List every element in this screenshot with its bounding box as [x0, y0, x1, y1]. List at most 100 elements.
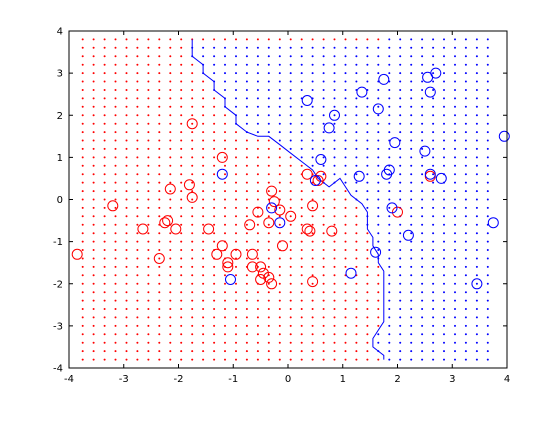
grid-dot	[180, 333, 183, 336]
grid-dot	[136, 72, 139, 75]
grid-dot	[333, 308, 336, 310]
grid-dot	[454, 282, 456, 285]
grid-dot	[169, 164, 172, 167]
grid-dot	[486, 215, 489, 218]
grid-dot	[399, 223, 402, 226]
grid-dot	[344, 265, 347, 268]
grid-dot	[410, 122, 413, 125]
grid-dot	[289, 206, 292, 209]
grid-dot	[388, 181, 391, 184]
grid-dot	[169, 316, 172, 319]
grid-dot	[235, 156, 237, 159]
grid-dot	[300, 190, 303, 193]
grid-dot	[169, 38, 172, 41]
grid-dot	[322, 156, 325, 159]
grid-dot	[125, 249, 128, 251]
grid-dot	[366, 282, 369, 285]
grid-dot	[421, 131, 424, 134]
grid-dot	[322, 89, 325, 91]
grid-dot	[322, 223, 325, 226]
data-points	[71, 67, 510, 290]
grid-dot	[322, 333, 325, 336]
grid-dot	[92, 72, 95, 75]
grid-dot	[213, 206, 216, 209]
grid-dot	[355, 240, 358, 243]
grid-dot	[464, 55, 467, 58]
grid-dot	[454, 274, 456, 277]
grid-dot	[103, 181, 106, 184]
grid-dot	[410, 131, 413, 134]
grid-dot	[399, 55, 402, 58]
grid-dot	[92, 316, 95, 319]
grid-dot	[410, 63, 413, 66]
grid-dot	[355, 316, 358, 319]
grid-dot	[169, 72, 172, 75]
grid-dot	[289, 147, 292, 150]
grid-dot	[289, 333, 292, 336]
grid-dot	[432, 131, 435, 134]
blue-data-point	[419, 145, 431, 157]
grid-dot	[300, 215, 303, 218]
grid-dot	[377, 164, 380, 167]
grid-dot	[355, 232, 358, 235]
y-tick-label: -3	[53, 321, 63, 332]
grid-dot	[114, 265, 117, 268]
grid-dot	[311, 308, 314, 310]
grid-dot	[344, 324, 347, 327]
grid-dot	[421, 333, 424, 336]
grid-dot	[421, 122, 424, 125]
grid-dot	[136, 223, 139, 226]
grid-dot	[410, 72, 413, 75]
grid-dot	[278, 291, 281, 294]
grid-dot	[278, 282, 281, 285]
grid-dot	[103, 72, 106, 75]
blue-data-point	[430, 67, 442, 79]
grid-dot	[147, 198, 150, 201]
grid-dot	[344, 282, 347, 285]
grid-dot	[224, 156, 226, 159]
grid-dot	[169, 232, 172, 235]
grid-dot	[81, 72, 84, 75]
grid-dot	[486, 131, 489, 134]
grid-dot	[289, 164, 292, 167]
grid-dot	[311, 232, 314, 235]
grid-dot	[191, 282, 194, 285]
blue-data-point	[353, 170, 365, 182]
grid-dot	[289, 316, 292, 319]
grid-dot	[421, 198, 424, 201]
grid-dot	[344, 63, 347, 66]
grid-dot	[311, 206, 314, 209]
grid-dot	[202, 147, 205, 150]
grid-dot	[180, 55, 183, 58]
grid-dot	[169, 308, 172, 310]
grid-dot	[475, 308, 478, 310]
grid-dot	[475, 181, 478, 184]
grid-dot	[289, 324, 292, 327]
grid-dot	[333, 324, 336, 327]
grid-dot	[410, 198, 413, 201]
grid-dot	[388, 105, 391, 108]
grid-dot	[344, 105, 347, 108]
grid-dot	[410, 164, 413, 167]
grid-dot	[202, 232, 205, 235]
grid-dot	[81, 122, 84, 125]
grid-dot	[245, 324, 248, 327]
grid-dot	[344, 122, 347, 125]
grid-dot	[311, 215, 314, 218]
grid-dot	[158, 46, 161, 49]
grid-dot	[235, 232, 237, 235]
grid-dot	[333, 358, 336, 361]
decision-boundary-line	[191, 39, 385, 360]
red-data-point	[203, 223, 215, 235]
grid-dot	[486, 324, 489, 327]
grid-dot	[256, 156, 259, 159]
grid-dot	[267, 89, 270, 91]
grid-dot	[355, 190, 358, 193]
grid-dot	[267, 291, 270, 294]
grid-dot	[103, 114, 106, 117]
grid-dot	[169, 105, 172, 108]
grid-dot	[191, 333, 194, 336]
grid-dot	[366, 232, 369, 235]
grid-dot	[213, 114, 216, 117]
grid-dot	[114, 190, 117, 193]
